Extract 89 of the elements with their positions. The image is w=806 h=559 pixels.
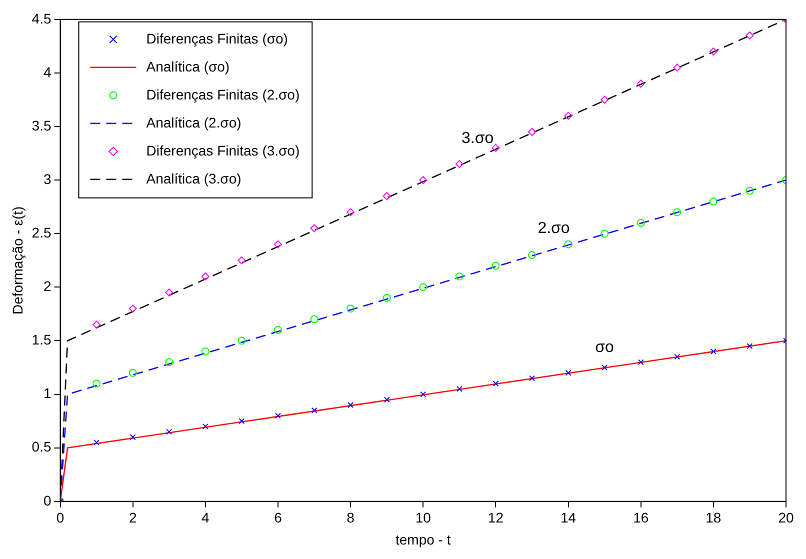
point xyxy=(94,440,100,446)
point xyxy=(710,348,716,354)
y-axis-title: Deformação - ε(t) xyxy=(9,206,26,314)
point xyxy=(238,256,246,264)
legend-label: Diferenças Finitas (σo) xyxy=(146,30,288,46)
point xyxy=(130,434,136,440)
point xyxy=(274,240,282,248)
point xyxy=(709,48,718,56)
point xyxy=(165,358,174,366)
point xyxy=(419,176,428,184)
y-tick-label: 0 xyxy=(43,492,52,508)
point xyxy=(600,96,609,104)
legend-label: Analítica (2.σo) xyxy=(146,114,242,130)
point xyxy=(600,230,609,238)
y-tick-label: 3.5 xyxy=(32,117,52,134)
point xyxy=(528,251,536,260)
point xyxy=(128,368,137,377)
x-tick-label: 20 xyxy=(778,510,794,526)
point xyxy=(274,326,282,334)
point xyxy=(382,192,391,200)
point xyxy=(201,272,210,280)
point xyxy=(564,112,572,120)
point xyxy=(382,294,391,302)
point xyxy=(348,402,354,408)
x-tick-label: 14 xyxy=(560,510,576,526)
point xyxy=(92,380,101,388)
point xyxy=(638,359,644,366)
point xyxy=(310,224,318,232)
point xyxy=(92,320,101,329)
point xyxy=(673,208,682,216)
point xyxy=(673,64,682,72)
y-tick-label: 4 xyxy=(43,64,52,80)
point xyxy=(636,218,645,227)
x-axis-title: tempo - t xyxy=(396,531,451,548)
x-tick-label: 6 xyxy=(274,510,282,526)
point xyxy=(346,208,355,216)
point xyxy=(202,423,208,430)
point xyxy=(709,197,718,206)
legend-label: Diferenças Finitas (2.σo) xyxy=(146,86,300,102)
y-tick-label: 2 xyxy=(43,278,52,294)
x-tick-label: 0 xyxy=(56,510,64,526)
point xyxy=(492,144,500,152)
y-tick-label: 3 xyxy=(43,170,52,187)
point xyxy=(455,272,464,280)
point xyxy=(529,375,535,382)
annotation: 2.σo xyxy=(538,220,570,238)
point xyxy=(455,160,464,168)
point xyxy=(275,412,281,419)
legend-label: Analítica (3.σo) xyxy=(146,170,242,186)
point xyxy=(238,418,245,424)
point xyxy=(346,304,355,313)
x-tick-label: 2 xyxy=(128,510,137,526)
x-tick-label: 4 xyxy=(202,510,210,526)
x-tick-label: 16 xyxy=(633,510,649,526)
point xyxy=(746,186,754,195)
x-tick-label: 18 xyxy=(706,510,722,526)
point xyxy=(384,396,390,403)
legend-label: Analítica (σo) xyxy=(146,58,230,74)
annotation: 3.σo xyxy=(462,130,494,148)
point xyxy=(602,364,608,370)
point xyxy=(166,428,172,435)
y-tick-label: 2.5 xyxy=(32,224,52,240)
point xyxy=(746,343,753,350)
point xyxy=(128,304,137,313)
y-tick-label: 0.5 xyxy=(32,438,52,455)
y-tick-label: 1 xyxy=(43,385,52,402)
point xyxy=(238,336,246,345)
point xyxy=(564,240,572,248)
point xyxy=(420,391,426,398)
point xyxy=(456,386,462,392)
y-tick-label: 4.5 xyxy=(32,10,52,26)
point xyxy=(674,354,680,360)
point xyxy=(565,370,572,376)
point xyxy=(310,315,318,324)
point xyxy=(311,407,318,414)
x-tick-label: 10 xyxy=(415,510,432,526)
point xyxy=(419,283,428,292)
x-tick-label: 8 xyxy=(346,510,355,526)
annotation: σo xyxy=(595,338,614,356)
point xyxy=(636,80,645,88)
point xyxy=(528,128,536,136)
point xyxy=(492,380,499,387)
point xyxy=(165,288,174,297)
legend-label: Diferenças Finitas (3.σo) xyxy=(146,142,300,158)
y-tick-label: 1.5 xyxy=(32,332,52,348)
point xyxy=(746,31,754,40)
point xyxy=(201,347,210,356)
point xyxy=(492,262,500,270)
x-tick-label: 12 xyxy=(488,510,504,526)
